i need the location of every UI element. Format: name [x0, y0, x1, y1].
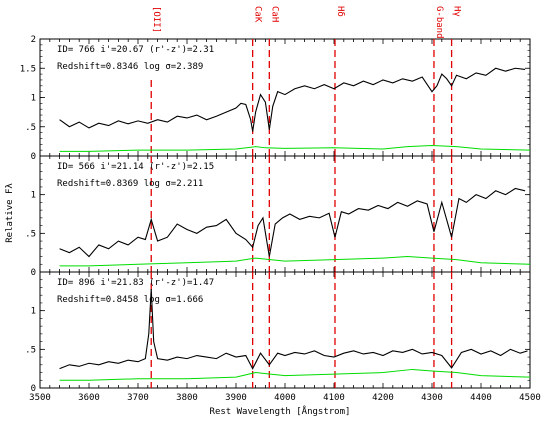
- panel-frame: [39, 271, 531, 389]
- error-spectrum: [59, 256, 531, 267]
- y-axis-title: Relative Fλ: [5, 183, 15, 243]
- y-tick-label: 0: [31, 152, 36, 162]
- panel-id-label: ID= 766 i'=20.67 (r'-z')=2.31: [57, 45, 214, 55]
- marker-label-h: Hγ: [452, 6, 462, 17]
- panel-redshift-label: Redshift=0.8369 log σ=2.211: [57, 179, 203, 189]
- y-tick-label: 0: [31, 384, 36, 394]
- x-tick-label: 3800: [176, 393, 198, 403]
- panel-id-label: ID= 896 i'=21.83 (r'-z')=1.47: [57, 278, 214, 288]
- spectrum-line: [59, 288, 528, 370]
- x-tick-label: 4000: [274, 393, 296, 403]
- y-tick-label: 0: [31, 268, 36, 278]
- x-tick-label: 3600: [78, 393, 100, 403]
- x-tick-label: 3900: [225, 393, 247, 403]
- panel-1: 0 .5 1 1.5 2 ID= 766 i'=20.67 (r'-z')=2.31 Red…: [20, 35, 531, 162]
- x-tick-label: 4500: [519, 393, 541, 403]
- marker-label-cah: CaH: [269, 6, 279, 22]
- x-tick-label: 3500: [29, 393, 51, 403]
- y-tick-label: .5: [25, 123, 36, 133]
- y-tick-label: 1: [31, 94, 36, 104]
- panel-redshift-label: Redshift=0.8458 log σ=1.666: [57, 295, 203, 305]
- spectrum-line: [59, 67, 526, 132]
- error-spectrum: [59, 368, 531, 381]
- panel-3: 0 .5 1 ID= 896 i'=21.83 (r'-z')=1.47 Redshif…: [25, 271, 531, 394]
- marker-label-h: Hδ: [335, 6, 345, 17]
- marker-label-oii: [OII]: [151, 6, 161, 33]
- y-tick-label: 2: [31, 35, 36, 45]
- x-tick-label: 3700: [127, 393, 149, 403]
- error-spectrum: [59, 144, 531, 152]
- y-tick-label: 1: [31, 307, 36, 317]
- x-tick-labels: 3500 3600 3700 3800 3900 4000 4100 4200 4300 4400…: [29, 393, 541, 403]
- x-tick-label: 4300: [421, 393, 443, 403]
- x-tick-label: 4200: [372, 393, 394, 403]
- marker-label-gband: G-band: [434, 6, 444, 39]
- panel-redshift-label: Redshift=0.8346 log σ=2.389: [57, 62, 203, 72]
- y-tick-label: .5: [25, 345, 36, 355]
- x-axis-title: Rest Wavelength [Ångstrom]: [210, 405, 351, 417]
- panel-frame: [39, 38, 531, 157]
- x-tick-label: 4400: [470, 393, 492, 403]
- y-tick-label: 1: [31, 191, 36, 201]
- line-marker-labels: [OII] CaK CaH Hδ G-band Hγ: [151, 6, 461, 39]
- marker-label-cak: CaK: [253, 6, 263, 23]
- y-tick-label: .5: [25, 229, 36, 239]
- x-tick-label: 4100: [323, 393, 345, 403]
- panel-id-label: ID= 566 i'=21.14 (r'-z')=2.15: [57, 162, 214, 172]
- spectrum-line: [59, 187, 526, 258]
- y-tick-label: 1.5: [20, 64, 36, 74]
- panel-2: 0 .5 1 ID= 566 i'=21.14 (r'-z')=2.15 Redshif…: [25, 155, 531, 278]
